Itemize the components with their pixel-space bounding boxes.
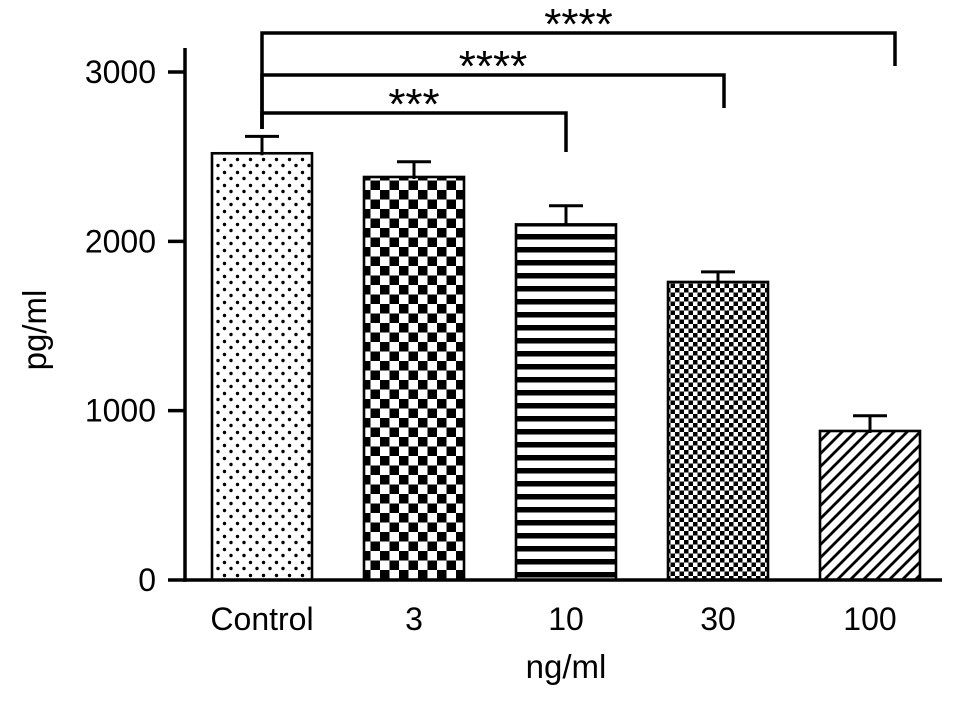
bar-control <box>210 151 314 582</box>
x-category-label: 30 <box>700 601 736 637</box>
bar-100 <box>818 429 922 582</box>
y-tick-label: 0 <box>138 562 156 598</box>
significance-label: *** <box>388 80 439 129</box>
significance-label: **** <box>459 42 528 91</box>
y-tick-label: 3000 <box>85 54 156 90</box>
y-tick-label: 2000 <box>85 223 156 259</box>
bar-10 <box>514 223 618 582</box>
x-category-label: 100 <box>843 601 896 637</box>
x-category-label: 10 <box>548 601 584 637</box>
y-tick-label: 1000 <box>85 393 156 429</box>
x-axis-title: ng/ml <box>526 648 607 685</box>
y-axis-title: pg/ml <box>16 290 53 371</box>
bar-3 <box>362 175 466 582</box>
bar-30 <box>666 280 770 582</box>
significance-label: **** <box>544 0 613 49</box>
x-category-label: 3 <box>405 601 423 637</box>
x-category-label: Control <box>210 601 313 637</box>
significance-bracket <box>260 31 897 129</box>
